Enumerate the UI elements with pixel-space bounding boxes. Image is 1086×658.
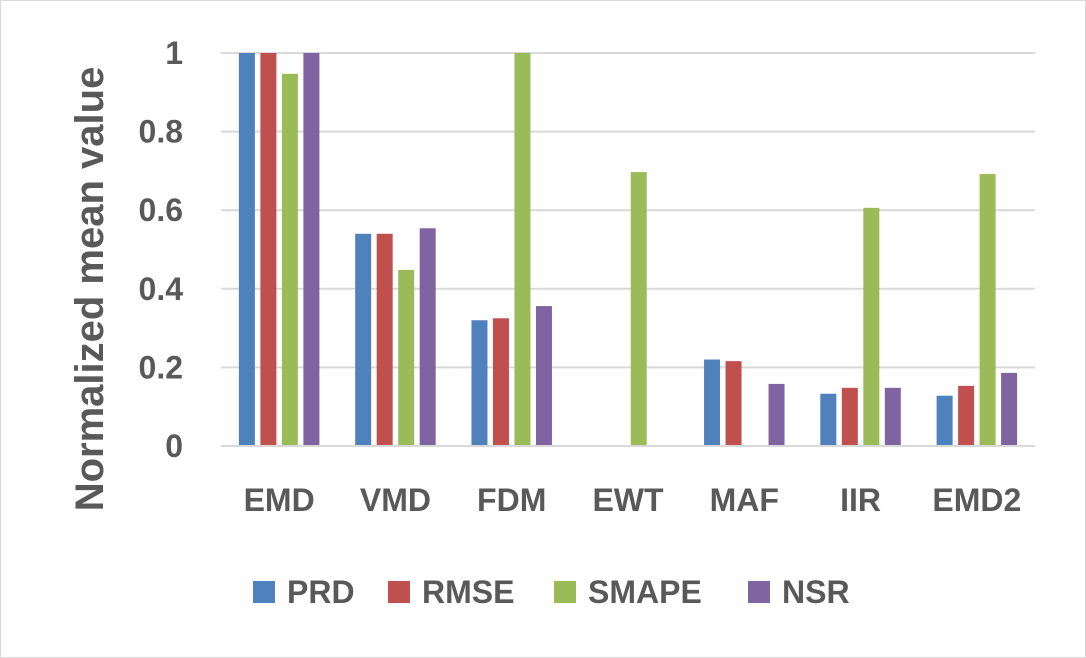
bar-rmse-vmd <box>376 233 393 446</box>
x-tick-label: EMD <box>244 482 315 518</box>
bar-rmse-iir <box>841 387 858 446</box>
bar-nsr-vmd <box>419 228 436 446</box>
bar-prd-emd <box>238 53 255 446</box>
bar-smape-emd2 <box>979 174 996 446</box>
x-tick-labels: EMD VMD FDM EWT MAF IIR EMD2 <box>244 482 1022 518</box>
bar-smape-vmd <box>398 269 415 446</box>
bar-nsr-iir <box>884 387 901 446</box>
legend: PRD RMSE SMAPE NSR <box>253 574 850 610</box>
legend-label-nsr: NSR <box>782 574 850 610</box>
bar-prd-vmd <box>355 233 372 446</box>
bar-rmse-emd2 <box>958 385 975 446</box>
bar-smape-iir <box>863 207 880 446</box>
y-tick-label: 0.8 <box>139 114 183 150</box>
bar-smape-fdm <box>514 53 531 446</box>
legend-swatch-nsr <box>748 581 770 603</box>
bar-rmse-fdm <box>492 318 509 446</box>
bar-prd-maf <box>704 359 721 446</box>
legend-swatch-smape <box>554 581 576 603</box>
y-tick-labels: 0 0.2 0.4 0.6 0.8 1 <box>139 35 184 464</box>
bar-nsr-emd2 <box>1001 372 1018 446</box>
y-tick-label: 0 <box>165 428 183 464</box>
legend-label-smape: SMAPE <box>588 574 702 610</box>
gridlines <box>221 52 1035 447</box>
legend-swatch-rmse <box>388 581 410 603</box>
bar-rmse-emd <box>260 53 277 446</box>
bar-smape-ewt <box>630 172 647 447</box>
x-tick-label: EMD2 <box>932 482 1021 518</box>
bar-smape-emd <box>281 73 298 446</box>
x-tick-label: IIR <box>840 482 881 518</box>
bar-prd-emd2 <box>936 395 953 446</box>
y-tick-label: 0.4 <box>139 271 184 307</box>
bar-nsr-emd <box>303 53 320 446</box>
legend-swatch-prd <box>253 581 275 603</box>
x-tick-label: VMD <box>360 482 431 518</box>
y-axis-title: Normalized mean value <box>68 67 112 512</box>
bar-prd-fdm <box>471 320 488 446</box>
legend-label-rmse: RMSE <box>422 574 514 610</box>
y-tick-label: 1 <box>165 35 183 71</box>
bar-nsr-fdm <box>535 306 552 446</box>
x-tick-label: MAF <box>710 482 779 518</box>
bars <box>221 53 1035 447</box>
bar-rmse-maf <box>725 361 742 446</box>
y-tick-label: 0.2 <box>139 349 183 385</box>
x-tick-label: FDM <box>477 482 546 518</box>
x-tick-label: EWT <box>592 482 664 518</box>
legend-label-prd: PRD <box>287 574 355 610</box>
bar-prd-iir <box>820 393 837 446</box>
bar-nsr-maf <box>768 383 785 446</box>
y-tick-label: 0.6 <box>139 192 183 228</box>
